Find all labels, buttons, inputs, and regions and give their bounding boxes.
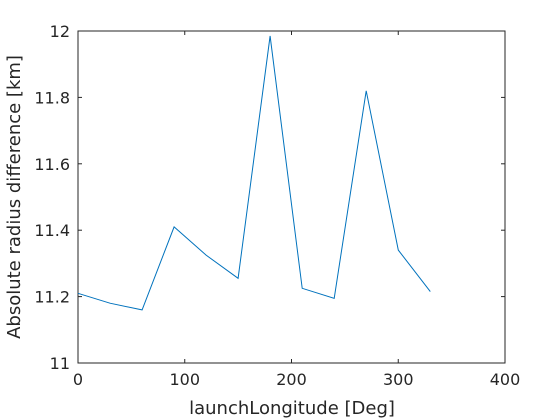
axes-box <box>77 30 506 364</box>
x-tick-label: 400 <box>490 370 521 389</box>
x-tick-label: 200 <box>276 370 307 389</box>
y-axis-label: Absolute radius difference [km] <box>4 55 25 339</box>
y-tick-label: 11.6 <box>34 155 70 174</box>
series-line <box>77 35 431 311</box>
x-tick-label: 100 <box>169 370 200 389</box>
y-tick-label: 11.8 <box>34 88 70 107</box>
y-tick-label: 11.4 <box>34 221 70 240</box>
y-tick-label: 12 <box>50 22 70 41</box>
x-tick-label: 300 <box>383 370 414 389</box>
y-axis-ticks: 11 11.2 11.4 11.6 11.8 12 <box>34 22 505 373</box>
x-tick-label: 0 <box>73 370 83 389</box>
x-axis-ticks: 0 100 200 300 400 <box>73 31 520 389</box>
x-axis-label: launchLongitude [Deg] <box>189 398 395 419</box>
series-layer <box>77 35 431 311</box>
plot-area <box>77 30 506 364</box>
y-tick-label: 11 <box>50 354 70 373</box>
y-tick-label: 11.2 <box>34 288 70 307</box>
